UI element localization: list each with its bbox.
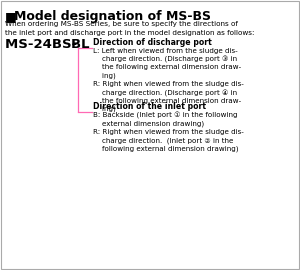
Text: MS-24BS-: MS-24BS- — [5, 38, 82, 51]
Text: Direction of the inlet port: Direction of the inlet port — [93, 102, 206, 111]
Text: charge direction. (Discharge port ④ in: charge direction. (Discharge port ④ in — [93, 89, 237, 97]
Text: B: B — [71, 38, 81, 51]
Text: R: Right when viewed from the sludge dis-: R: Right when viewed from the sludge dis… — [93, 129, 244, 135]
Text: following external dimension drawing): following external dimension drawing) — [93, 145, 238, 152]
Text: ■: ■ — [5, 10, 17, 23]
Text: Model designation of MS-BS: Model designation of MS-BS — [14, 10, 211, 23]
Text: external dimension drawing): external dimension drawing) — [93, 120, 204, 127]
Text: ing): ing) — [93, 73, 116, 79]
Text: R: Right when viewed from the sludge dis-: R: Right when viewed from the sludge dis… — [93, 81, 244, 87]
Text: ing): ing) — [93, 106, 116, 112]
Text: Direction of discharge port: Direction of discharge port — [93, 38, 212, 47]
Text: charge direction. (Discharge port ③ in: charge direction. (Discharge port ③ in — [93, 56, 237, 63]
Text: the following external dimension draw-: the following external dimension draw- — [93, 98, 241, 104]
Text: B: Backside (Inlet port ① in the following: B: Backside (Inlet port ① in the followi… — [93, 112, 238, 119]
Text: When ordering MS-BS Series, be sure to specify the directions of
the inlet port : When ordering MS-BS Series, be sure to s… — [5, 21, 254, 35]
Text: charge direction.  (Inlet port ② in the: charge direction. (Inlet port ② in the — [93, 137, 233, 144]
Text: L: Left when viewed from the sludge dis-: L: Left when viewed from the sludge dis- — [93, 48, 238, 54]
Text: L: L — [81, 38, 89, 51]
Text: the following external dimension draw-: the following external dimension draw- — [93, 65, 241, 70]
